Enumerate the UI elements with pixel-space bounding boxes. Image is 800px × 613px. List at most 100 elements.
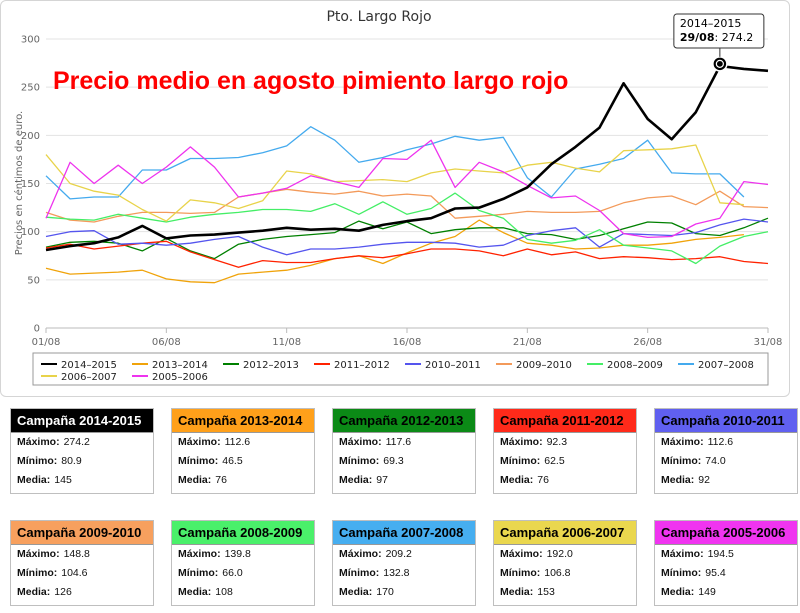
card-max-value: 274.2 [63,436,90,448]
card-avg-value: 76 [537,474,549,486]
legend-item-2012–2013[interactable]: 2012–2013 [223,360,299,371]
card-max-value: 209.2 [385,548,412,560]
card-max-row: Máximo: 92.3 [494,433,636,452]
card-max-label: Máximo: [339,548,382,560]
legend-item-2008–2009[interactable]: 2008–2009 [587,360,663,371]
series-line-2009–2010[interactable] [45,188,769,223]
card-max-label: Máximo: [178,548,221,560]
card-avg-value: 149 [698,586,716,598]
campaign-card: Campaña 2012-2013 Máximo: 117.6 Mínimo: 69.3… [332,408,476,494]
legend-label: 2009–2010 [516,360,572,371]
card-avg-label: Media: [661,586,695,598]
card-min-value: 106.8 [544,567,571,579]
card-max-value: 112.6 [707,436,734,448]
axes: 0 50 100 150 200 250 300 01/08 06/08 11/08 16/08 21… [21,35,783,349]
tooltip-series: 2014–2015 [680,17,742,30]
card-avg-value: 145 [54,474,72,486]
card-min-label: Mínimo: [339,455,380,467]
campaign-card-title: Campaña 2013-2014 [172,409,314,433]
card-avg-row: Media: 97 [333,471,475,490]
x-tick-label: 01/08 [32,337,61,348]
campaign-card: Campaña 2011-2012 Máximo: 92.3 Mínimo: 62.5 M… [493,408,637,494]
y-tick-label: 50 [27,275,40,286]
legend-item-2005–2006[interactable]: 2005–2006 [132,372,208,383]
card-avg-label: Media: [17,474,51,486]
series-line-2006–2007[interactable] [45,144,744,222]
card-avg-row: Media: 92 [655,471,797,490]
card-min-value: 104.6 [61,567,88,579]
campaign-card-title: Campaña 2010-2011 [655,409,797,433]
series-line-2010–2011[interactable] [45,218,769,256]
card-min-value: 46.5 [222,455,243,467]
card-avg-label: Media: [178,474,212,486]
card-min-value: 80.9 [61,455,82,467]
y-tick-label: 0 [34,324,40,335]
campaign-card: Campaña 2013-2014 Máximo: 112.6 Mínimo: 46.5… [171,408,315,494]
legend-item-2010–2011[interactable]: 2010–2011 [405,360,481,371]
campaign-card: Campaña 2006-2007 Máximo: 192.0 Mínimo: 106.… [493,520,637,606]
chart-panel: 0 50 100 150 200 250 300 01/08 06/08 11/08 16/08 21… [0,0,790,397]
y-axis-label: Precios en céntimos de euro. [13,111,25,255]
card-min-label: Mínimo: [661,567,702,579]
series-line-2008–2009[interactable] [45,192,769,265]
card-avg-row: Media: 145 [11,471,153,490]
card-avg-value: 97 [376,474,388,486]
legend-label: 2007–2008 [698,360,754,371]
tooltip-value-line: 29/08: 274.2 [680,31,753,44]
card-max-row: Máximo: 139.8 [172,545,314,564]
card-max-row: Máximo: 209.2 [333,545,475,564]
campaign-card: Campaña 2010-2011 Máximo: 112.6 Mínimo: 74.0… [654,408,798,494]
card-max-value: 112.6 [224,436,251,448]
legend: 2014–2015 2013–2014 2012–2013 2011–2012 2010… [32,352,769,386]
card-max-value: 92.3 [546,436,568,448]
y-tick-label: 100 [21,227,40,238]
x-tick-label: 16/08 [393,337,422,348]
card-min-row: Mínimo: 80.9 [11,452,153,471]
card-min-label: Mínimo: [178,455,219,467]
card-min-value: 95.4 [705,567,726,579]
x-tick-label: 31/08 [754,337,783,348]
legend-box [32,352,769,386]
card-min-row: Mínimo: 104.6 [11,564,153,583]
card-max-label: Máximo: [17,548,60,560]
card-avg-row: Media: 153 [494,583,636,602]
legend-label: 2013–2014 [152,360,208,371]
series-line-2011–2012[interactable] [45,240,769,268]
card-min-label: Mínimo: [661,455,702,467]
card-min-row: Mínimo: 46.5 [172,452,314,471]
card-min-row: Mínimo: 106.8 [494,564,636,583]
chart-title: Pto. Largo Rojo [326,9,431,25]
legend-item-2014–2015[interactable]: 2014–2015 [41,360,117,371]
campaign-card: Campaña 2008-2009 Máximo: 139.8 Mínimo: 66.0… [171,520,315,606]
legend-item-2007–2008[interactable]: 2007–2008 [678,360,754,371]
legend-item-2011–2012[interactable]: 2011–2012 [314,360,390,371]
series-line-2014–2015[interactable] [45,64,769,252]
campaign-card-title: Campaña 2014-2015 [11,409,153,433]
card-max-label: Máximo: [661,548,704,560]
x-tick-label: 26/08 [633,337,662,348]
series-line-2007–2008[interactable] [45,126,745,200]
card-max-label: Máximo: [500,548,543,560]
card-avg-value: 92 [698,474,710,486]
y-tick-label: 300 [21,35,40,46]
series-line-2005–2006[interactable] [45,139,769,239]
card-max-value: 117.6 [385,436,412,448]
legend-label: 2014–2015 [61,360,117,371]
series-lines [45,64,769,284]
campaign-card: Campaña 2007-2008 Máximo: 209.2 Mínimo: 132.… [332,520,476,606]
card-avg-row: Media: 76 [494,471,636,490]
campaign-card-title: Campaña 2005-2006 [655,521,797,545]
card-min-label: Mínimo: [17,455,58,467]
card-max-row: Máximo: 274.2 [11,433,153,452]
card-min-label: Mínimo: [500,567,541,579]
card-max-value: 139.8 [224,548,251,560]
card-max-value: 192.0 [546,548,573,560]
legend-label: 2011–2012 [334,360,390,371]
campaign-card-title: Campaña 2008-2009 [172,521,314,545]
legend-item-2009–2010[interactable]: 2009–2010 [496,360,572,371]
card-max-row: Máximo: 117.6 [333,433,475,452]
card-min-value: 66.0 [222,567,243,579]
tooltip-value: 274.2 [722,31,754,44]
legend-item-2006–2007[interactable]: 2006–2007 [41,372,117,383]
legend-item-2013–2014[interactable]: 2013–2014 [132,360,208,371]
